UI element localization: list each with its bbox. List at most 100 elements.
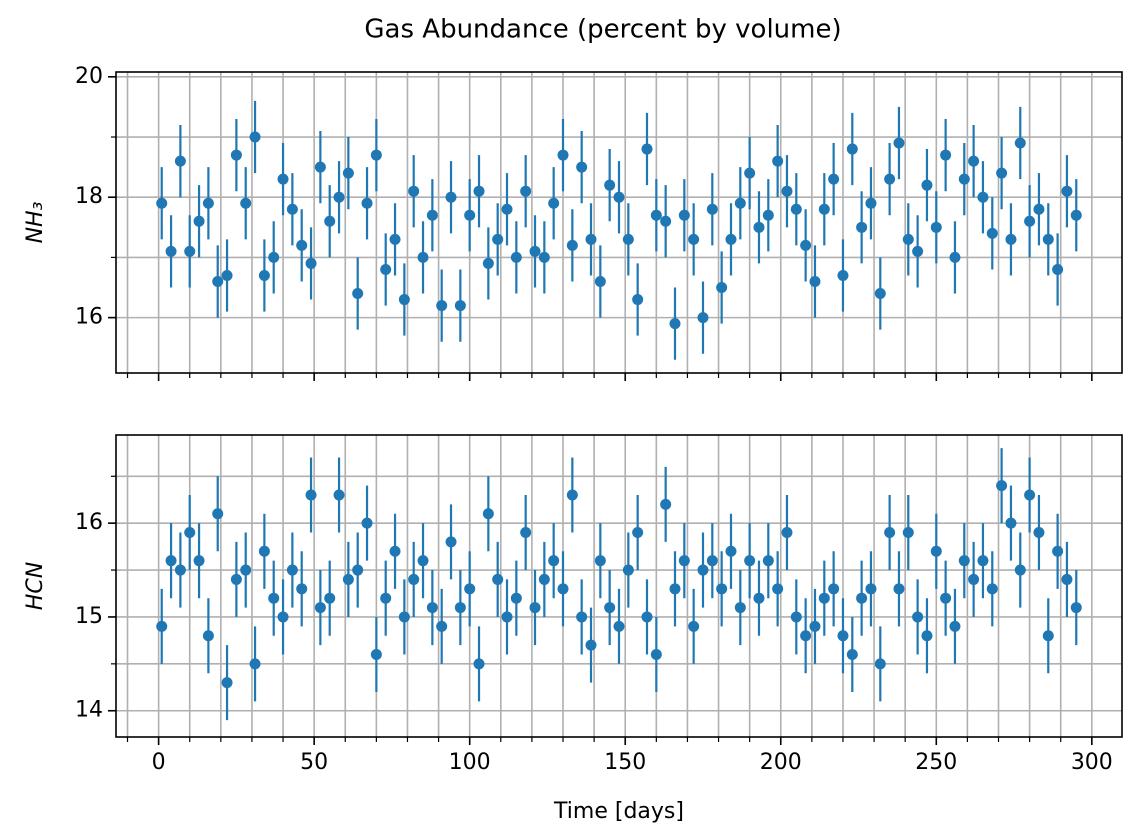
data-point <box>193 215 205 227</box>
data-point <box>286 564 298 576</box>
data-point <box>678 555 690 567</box>
data-point <box>772 583 784 595</box>
data-point <box>324 592 336 604</box>
data-point <box>165 555 177 567</box>
data-point <box>548 197 560 209</box>
data-point <box>240 564 252 576</box>
data-point <box>529 245 541 257</box>
data-point <box>520 185 532 197</box>
data-point <box>529 602 541 614</box>
data-point <box>1005 517 1017 529</box>
data-point <box>408 185 420 197</box>
data-point <box>1070 209 1082 221</box>
data-point <box>520 527 532 539</box>
data-point <box>370 648 382 660</box>
data-point <box>473 185 485 197</box>
data-point <box>1042 630 1054 642</box>
axes-frame <box>115 434 1123 738</box>
data-point <box>678 209 690 221</box>
data-point <box>501 203 513 215</box>
data-point <box>1024 215 1036 227</box>
data-point <box>464 209 476 221</box>
data-point <box>221 269 233 281</box>
data-point <box>884 527 896 539</box>
data-point <box>613 620 625 632</box>
data-point <box>548 555 560 567</box>
data-point <box>230 149 242 161</box>
data-point <box>454 602 466 614</box>
y-tick-label: 16 <box>75 305 103 330</box>
data-point <box>604 602 616 614</box>
data-point <box>968 573 980 585</box>
data-point <box>230 573 242 585</box>
data-point <box>398 611 410 623</box>
data-point <box>762 555 774 567</box>
data-point <box>314 161 326 173</box>
data-point <box>1052 263 1064 275</box>
data-point <box>669 583 681 595</box>
data-point <box>352 288 364 300</box>
data-point <box>688 233 700 245</box>
data-point <box>977 191 989 203</box>
data-point <box>809 620 821 632</box>
data-point <box>445 191 457 203</box>
data-point <box>174 155 186 167</box>
data-point <box>156 620 168 632</box>
data-point <box>921 630 933 642</box>
data-point <box>473 658 485 670</box>
data-point <box>846 648 858 660</box>
data-point <box>762 209 774 221</box>
data-point <box>165 245 177 257</box>
data-point <box>538 251 550 263</box>
data-point <box>492 233 504 245</box>
data-point <box>744 167 756 179</box>
data-point <box>380 263 392 275</box>
data-point <box>156 197 168 209</box>
data-point <box>753 592 765 604</box>
data-point <box>734 602 746 614</box>
data-point <box>258 269 270 281</box>
data-point <box>856 592 868 604</box>
data-point <box>725 545 737 557</box>
data-point <box>837 630 849 642</box>
y-tick-label: 20 <box>75 64 103 89</box>
data-point <box>958 173 970 185</box>
data-point <box>772 155 784 167</box>
data-point <box>968 155 980 167</box>
data-point <box>585 639 597 651</box>
data-point <box>650 209 662 221</box>
data-point <box>352 564 364 576</box>
data-point <box>314 602 326 614</box>
data-point <box>744 555 756 567</box>
data-point <box>436 300 448 312</box>
data-point <box>632 294 644 306</box>
data-point <box>800 239 812 251</box>
data-point <box>856 221 868 233</box>
data-point <box>249 131 261 143</box>
data-point <box>949 251 961 263</box>
data-point <box>688 620 700 632</box>
data-point <box>202 197 214 209</box>
data-point <box>790 611 802 623</box>
data-point <box>912 245 924 257</box>
data-point <box>884 173 896 185</box>
data-point <box>977 555 989 567</box>
data-point <box>1052 545 1064 557</box>
data-point <box>445 536 457 548</box>
y-tick-label: 15 <box>75 604 103 629</box>
data-point <box>305 257 317 269</box>
data-point <box>781 185 793 197</box>
chart-title: Gas Abundance (percent by volume) <box>364 15 841 45</box>
axes-frame <box>115 71 1123 374</box>
data-point <box>417 555 429 567</box>
data-point <box>305 489 317 501</box>
data-point <box>622 564 634 576</box>
x-axis-label: Time [days] <box>553 799 684 824</box>
data-point <box>221 677 233 689</box>
y-tick-label: 14 <box>75 698 103 723</box>
data-point <box>828 173 840 185</box>
data-point <box>538 573 550 585</box>
data-point <box>594 555 606 567</box>
data-point <box>1033 203 1045 215</box>
